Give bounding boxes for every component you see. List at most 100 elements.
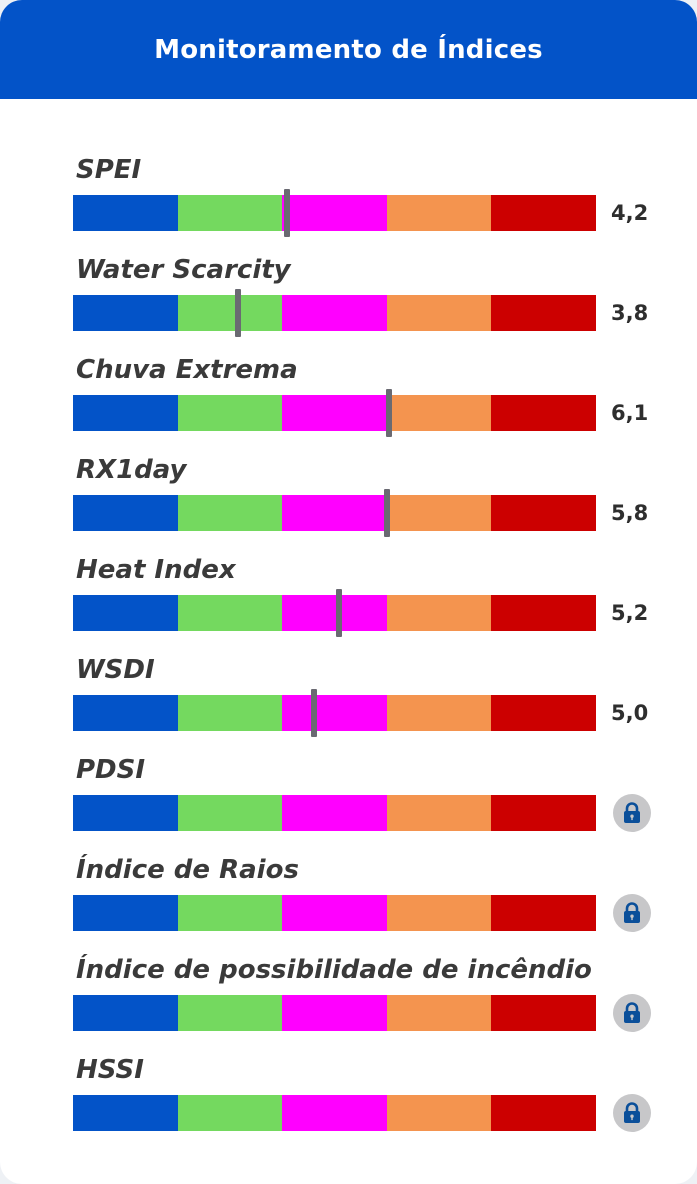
index-level-marker <box>385 389 392 437</box>
scale-segment-2 <box>177 395 283 431</box>
scale-segment-5 <box>491 895 596 931</box>
index-value: 5,2 <box>611 601 649 625</box>
scale-segment-3 <box>282 795 387 831</box>
index-label: HSSI <box>76 1055 144 1085</box>
index-level-marker <box>284 189 291 237</box>
index-label: SPEI <box>76 155 142 185</box>
card-header: Monitoramento de Índices <box>0 0 697 99</box>
scale-segment-3 <box>282 895 387 931</box>
scale-segment-4 <box>386 495 492 531</box>
index-value: 3,8 <box>611 301 649 325</box>
scale-segment-3 <box>282 395 387 431</box>
locked-badge[interactable] <box>613 794 651 832</box>
scale-segment-4 <box>386 695 492 731</box>
scale-segment-3 <box>282 295 387 331</box>
scale-segment-1 <box>73 895 178 931</box>
index-label: Índice de possibilidade de incêndio <box>76 955 592 985</box>
scale-segment-4 <box>386 595 492 631</box>
scale-segment-4 <box>386 195 492 231</box>
scale-segment-4 <box>386 795 492 831</box>
scale-segment-2 <box>177 795 283 831</box>
scale-segment-1 <box>73 695 178 731</box>
index-label: RX1day <box>76 455 187 485</box>
scale-segment-4 <box>386 395 492 431</box>
index-scale-bar <box>73 1095 596 1131</box>
scale-segment-2 <box>177 295 283 331</box>
index-label: Chuva Extrema <box>76 355 298 385</box>
index-label: Índice de Raios <box>76 855 299 885</box>
scale-segment-1 <box>73 995 178 1031</box>
scale-segment-5 <box>491 595 596 631</box>
scale-segment-5 <box>491 995 596 1031</box>
index-scale-bar <box>73 895 596 931</box>
index-scale-bar <box>73 689 596 737</box>
lock-icon <box>624 802 640 823</box>
scale-segment-3 <box>282 695 387 731</box>
index-label: PDSI <box>76 755 146 785</box>
locked-badge[interactable] <box>613 994 651 1032</box>
scale-segment-2 <box>177 895 283 931</box>
scale-segment-3 <box>282 595 387 631</box>
locked-badge[interactable] <box>613 1094 651 1132</box>
scale-segment-1 <box>73 195 178 231</box>
index-row: Heat Index 5,2 <box>0 555 697 655</box>
lock-icon <box>624 1002 640 1023</box>
index-scale-bar <box>73 995 596 1031</box>
locked-badge[interactable] <box>613 894 651 932</box>
index-scale-bar <box>73 189 596 237</box>
index-level-marker <box>234 289 241 337</box>
index-row: HSSI <box>0 1055 697 1155</box>
index-row: RX1day 5,8 <box>0 455 697 555</box>
scale-segment-1 <box>73 795 178 831</box>
scale-segment-5 <box>491 495 596 531</box>
index-scale-bar <box>73 795 596 831</box>
scale-segment-2 <box>177 595 283 631</box>
index-row: Chuva Extrema 6,1 <box>0 355 697 455</box>
scale-segment-1 <box>73 1095 178 1131</box>
scale-segment-3 <box>282 1095 387 1131</box>
scale-segment-3 <box>282 495 387 531</box>
scale-segment-1 <box>73 495 178 531</box>
lock-icon <box>624 1102 640 1123</box>
scale-segment-5 <box>491 195 596 231</box>
lock-icon <box>624 902 640 923</box>
scale-segment-4 <box>386 1095 492 1131</box>
index-level-marker <box>310 689 317 737</box>
index-row: SPEI 4,2 <box>0 155 697 255</box>
scale-segment-4 <box>386 995 492 1031</box>
index-value: 4,2 <box>611 201 649 225</box>
index-level-marker <box>383 489 390 537</box>
index-value: 5,0 <box>611 701 649 725</box>
scale-segment-2 <box>177 695 283 731</box>
scale-segment-4 <box>386 295 492 331</box>
scale-segment-2 <box>177 1095 283 1131</box>
scale-segment-3 <box>282 195 387 231</box>
scale-segment-2 <box>177 995 283 1031</box>
index-row: Índice de Raios <box>0 855 697 955</box>
index-scale-bar <box>73 589 596 637</box>
index-scale-bar <box>73 289 596 337</box>
index-row: WSDI 5,0 <box>0 655 697 755</box>
index-row: Índice de possibilidade de incêndio <box>0 955 697 1055</box>
index-label: WSDI <box>76 655 155 685</box>
index-scale-bar <box>73 389 596 437</box>
scale-segment-2 <box>177 495 283 531</box>
index-row: PDSI <box>0 755 697 855</box>
scale-segment-5 <box>491 395 596 431</box>
index-row: Water Scarcity 3,8 <box>0 255 697 355</box>
scale-segment-5 <box>491 295 596 331</box>
scale-segment-1 <box>73 295 178 331</box>
scale-segment-5 <box>491 695 596 731</box>
index-level-marker <box>335 589 342 637</box>
header-title: Monitoramento de Índices <box>154 34 543 65</box>
scale-segment-1 <box>73 595 178 631</box>
scale-segment-1 <box>73 395 178 431</box>
scale-segment-2 <box>177 195 283 231</box>
scale-segment-5 <box>491 1095 596 1131</box>
index-value: 5,8 <box>611 501 649 525</box>
scale-segment-3 <box>282 995 387 1031</box>
scale-segment-4 <box>386 895 492 931</box>
index-label: Water Scarcity <box>76 255 291 285</box>
